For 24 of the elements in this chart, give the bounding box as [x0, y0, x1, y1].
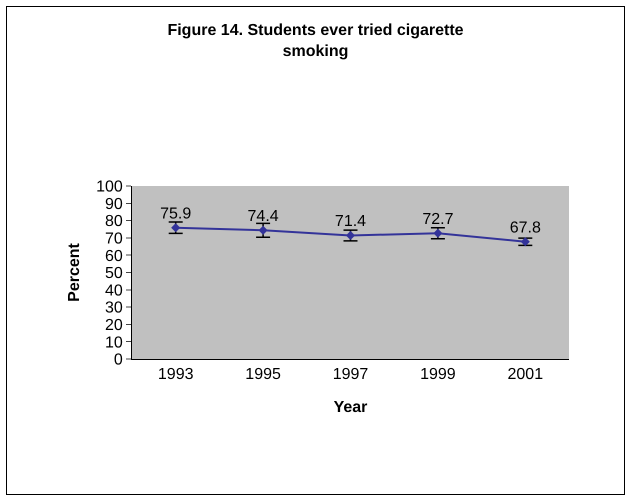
y-tick-label: 100	[96, 178, 123, 196]
y-tick-label: 70	[105, 230, 123, 248]
y-axis-title: Percent	[66, 242, 83, 302]
x-tick-label: 1993	[158, 366, 194, 384]
x-axis-title: Year	[334, 398, 368, 416]
y-tick-label: 20	[105, 317, 123, 334]
data-label: 75.9	[160, 205, 192, 222]
x-tick-label: 1997	[332, 366, 368, 384]
x-tick-label: 2001	[508, 366, 544, 384]
y-tick-label: 10	[105, 334, 123, 352]
x-tick-label: 1999	[420, 366, 456, 384]
y-tick-label: 60	[105, 248, 123, 265]
x-tick-label: 1995	[245, 366, 281, 384]
y-tick-label: 90	[105, 196, 123, 213]
chart-title: Figure 14. Students ever tried cigarette smoking	[167, 22, 464, 60]
data-label: 72.7	[422, 210, 454, 228]
y-tick-label: 0	[114, 352, 123, 369]
data-label: 67.8	[510, 219, 541, 236]
y-tick-label: 30	[105, 300, 123, 317]
data-label: 74.4	[248, 208, 279, 225]
y-tick-label: 40	[105, 282, 123, 300]
y-tick-label: 50	[105, 265, 123, 282]
data-label: 71.4	[334, 213, 366, 230]
y-tick-label: 80	[105, 213, 123, 230]
